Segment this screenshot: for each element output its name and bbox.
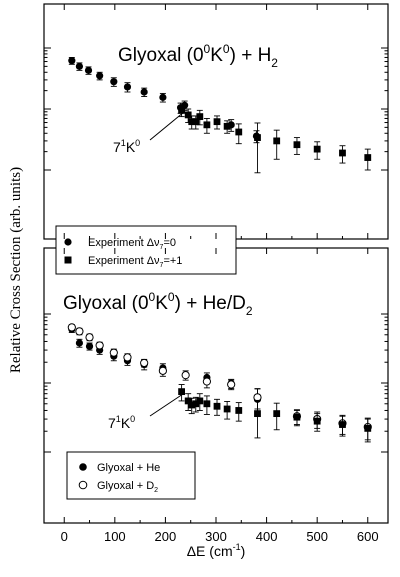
- data-point-square: [188, 118, 196, 126]
- x-axis-label: ΔE (cm-1): [187, 542, 246, 559]
- x-tick-label: 400: [256, 529, 278, 544]
- data-point-open-circle: [123, 353, 132, 362]
- x-tick-label: 500: [306, 529, 328, 544]
- data-point-open-circle: [202, 377, 211, 386]
- data-point-open-circle: [75, 327, 84, 336]
- data-point-square: [192, 400, 200, 408]
- data-point-circle: [123, 83, 132, 91]
- legend-marker-filled-circle: [79, 463, 87, 471]
- top-annotation-pointer: [149, 111, 185, 141]
- data-point-square: [313, 417, 321, 425]
- data-point-square: [313, 145, 321, 153]
- data-point-square: [178, 106, 185, 114]
- data-point-square: [213, 118, 221, 126]
- top-legend-label-0: Experiment Δν7=0: [88, 237, 176, 251]
- data-point-square: [339, 149, 346, 157]
- data-marks: [67, 56, 372, 443]
- bottom-legend-box: [66, 451, 196, 500]
- data-point-circle: [85, 342, 94, 350]
- data-point-square: [254, 134, 261, 141]
- bottom-legend: Glyoxal + He Glyoxal + D2: [66, 451, 196, 500]
- legend-marker-open-circle: [78, 480, 88, 490]
- data-point-square: [213, 402, 221, 410]
- data-point-square: [184, 111, 192, 119]
- bottom-panel-annotation: 71K0: [108, 414, 135, 431]
- data-point-open-circle: [253, 393, 262, 402]
- data-point-square: [235, 128, 243, 136]
- data-point-circle: [75, 339, 84, 347]
- bottom-legend-label-1: Glyoxal + D2: [97, 480, 158, 494]
- x-tick-label: 100: [104, 529, 126, 544]
- legend-marker-filled-square: [64, 256, 72, 264]
- data-point-square: [273, 137, 281, 145]
- data-point-square: [364, 424, 372, 432]
- data-point-circle: [96, 72, 104, 80]
- data-point-square: [203, 400, 211, 408]
- data-point-square: [223, 122, 231, 130]
- data-point-open-circle: [67, 323, 76, 332]
- data-point-open-circle: [109, 348, 118, 357]
- data-point-open-circle: [95, 341, 104, 350]
- data-point-open-circle: [181, 371, 190, 380]
- data-point-circle: [75, 62, 84, 70]
- x-tick-label: 200: [155, 529, 177, 544]
- bottom-annotation-pointer: [149, 393, 184, 417]
- data-point-circle: [68, 57, 76, 65]
- data-point-circle: [84, 66, 93, 74]
- data-point-open-circle: [158, 366, 167, 375]
- data-point-circle: [110, 78, 118, 86]
- data-point-open-circle: [227, 380, 236, 389]
- data-point-circle: [140, 88, 148, 96]
- data-point-square: [293, 413, 301, 421]
- axis-ticks: 0 100 200 300 400 500 600: [44, 4, 388, 544]
- x-tick-label: 0: [61, 529, 68, 544]
- data-point-square: [196, 397, 204, 405]
- data-point-square: [196, 113, 204, 121]
- data-point-circle: [159, 93, 167, 101]
- bottom-legend-label-0: Glyoxal + He: [97, 462, 160, 474]
- data-point-square: [364, 154, 372, 161]
- data-point-square: [178, 388, 185, 396]
- data-point-square: [254, 410, 261, 418]
- top-legend: Experiment Δν7=0 Experiment Δν7=+1: [55, 225, 237, 275]
- data-point-square: [188, 401, 196, 409]
- bottom-panel-title: Glyoxal (00K0) + He/D2: [63, 290, 253, 318]
- data-point-square: [192, 118, 200, 126]
- x-tick-label: 600: [357, 529, 379, 544]
- data-point-square: [235, 407, 243, 414]
- data-point-square: [293, 141, 301, 149]
- data-point-square: [339, 421, 346, 428]
- top-legend-label-1: Experiment Δν7=+1: [88, 255, 182, 269]
- data-point-square: [184, 397, 192, 405]
- data-point-open-circle: [85, 333, 94, 342]
- x-tick-label: 300: [205, 529, 227, 544]
- data-point-square: [273, 410, 281, 418]
- data-point-square: [223, 405, 231, 413]
- legend-marker-filled-circle: [64, 238, 72, 246]
- data-point-square: [203, 121, 211, 129]
- data-point-open-circle: [140, 358, 149, 368]
- top-panel-annotation: 71K0: [113, 138, 140, 155]
- top-legend-box: [55, 225, 237, 275]
- y-axis-label: Relative Cross Section (arb. units): [8, 167, 24, 373]
- top-panel-title: Glyoxal (00K0) + H2: [118, 42, 278, 70]
